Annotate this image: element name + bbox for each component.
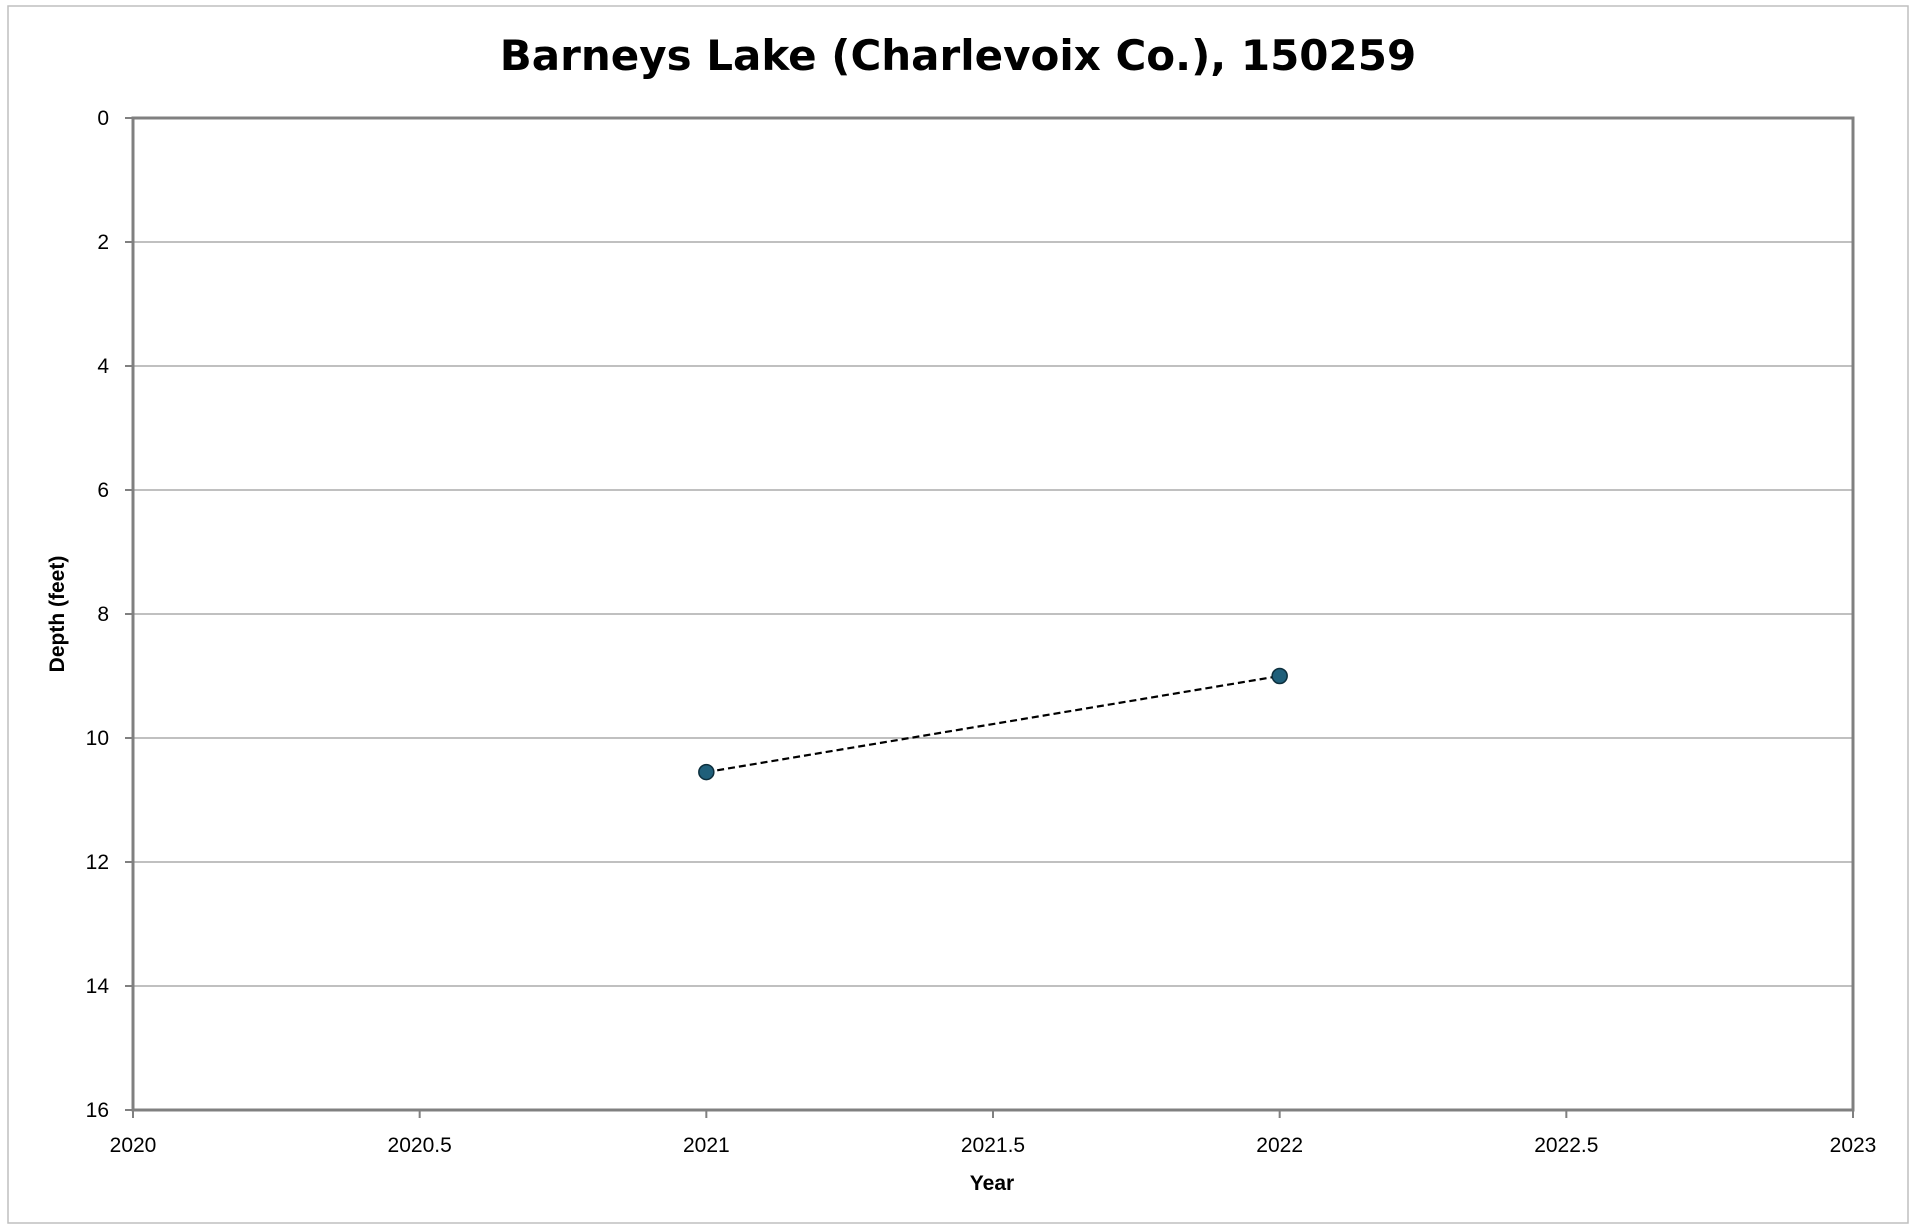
series	[698, 667, 1288, 781]
data-point	[698, 763, 715, 781]
x-tick-label: 2021	[683, 1134, 730, 1157]
y-tick-label: 12	[86, 851, 109, 874]
y-tick-label: 0	[97, 107, 109, 130]
y-tick-label: 8	[97, 603, 109, 626]
x-tick-label: 2020.5	[388, 1134, 452, 1157]
chart-title: Barneys Lake (Charlevoix Co.), 150259	[500, 31, 1416, 80]
x-tick-label: 2023	[1830, 1134, 1877, 1157]
y-tick-label: 16	[86, 1099, 109, 1122]
y-axis-title: Depth (feet)	[46, 556, 69, 673]
y-tick-label: 4	[97, 355, 109, 378]
x-tick-label: 2020	[110, 1134, 157, 1157]
gridlines	[133, 241, 1853, 987]
x-axis-title: Year	[970, 1172, 1014, 1195]
data-point	[1271, 667, 1288, 685]
y-tick-label: 14	[86, 975, 110, 998]
series-line-segment	[706, 674, 1280, 774]
y-tick-label: 10	[86, 727, 109, 750]
y-axis-ticks: 0 2 4 6 8 10 12 14 16	[86, 107, 133, 1122]
x-tick-label: 2021.5	[961, 1134, 1025, 1157]
x-tick-label: 2022.5	[1534, 1134, 1598, 1157]
x-axis-ticks: 2020 2020.5 2021 2021.5 2022 2022.5 2023	[110, 1110, 1877, 1157]
y-tick-label: 6	[97, 479, 109, 502]
x-tick-label: 2022	[1256, 1134, 1303, 1157]
y-tick-label: 2	[97, 231, 109, 254]
